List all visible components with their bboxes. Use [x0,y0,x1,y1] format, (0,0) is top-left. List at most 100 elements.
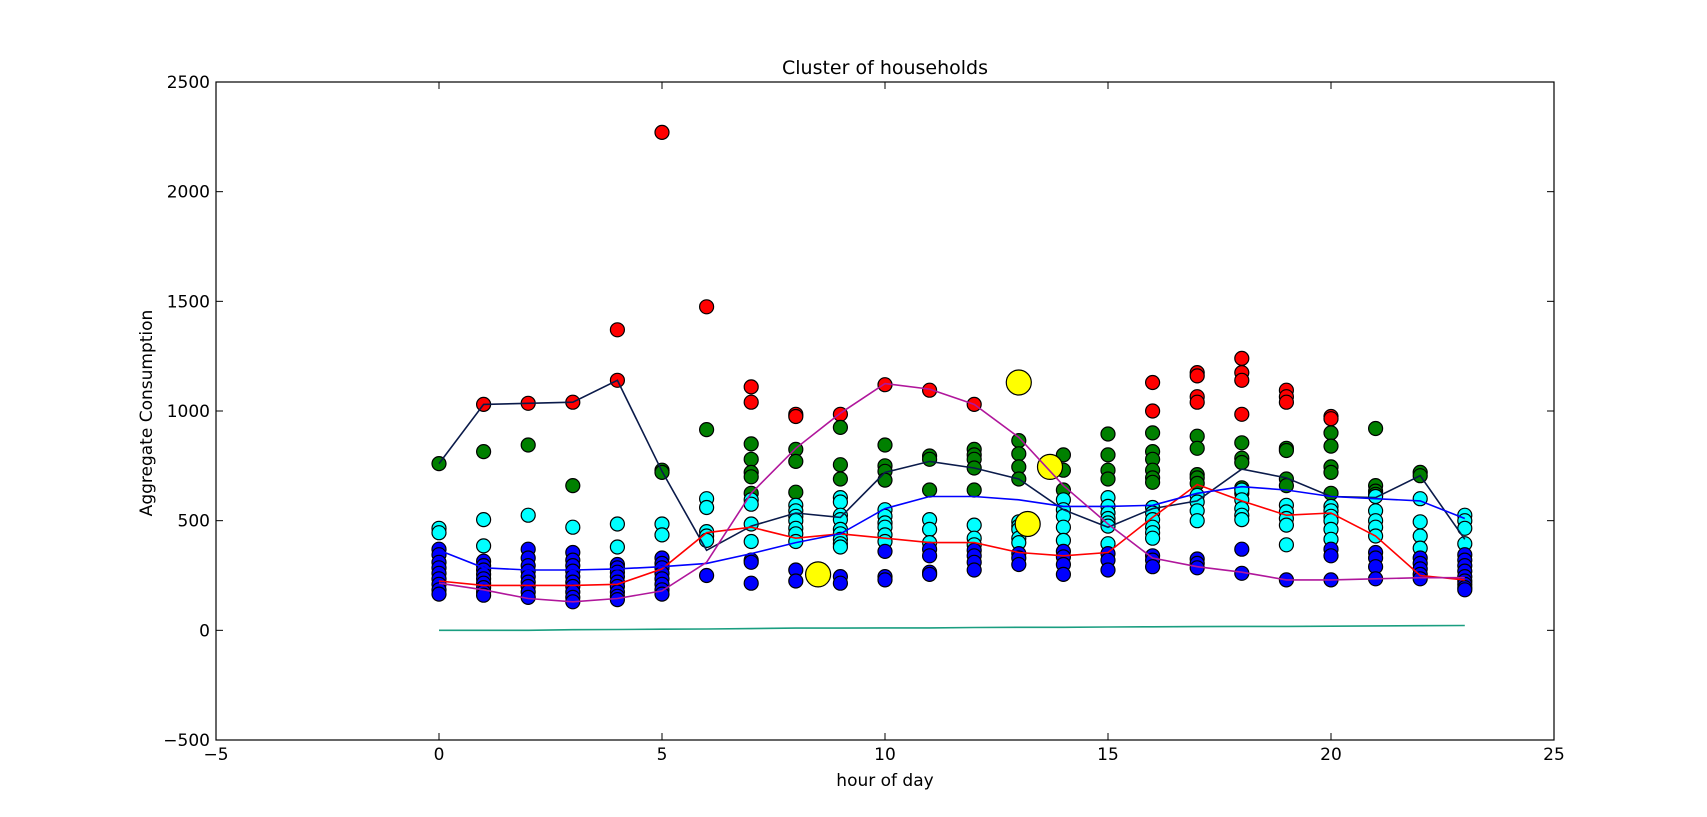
data-point [1189,368,1205,384]
data-point [476,444,492,460]
data-point [743,379,759,395]
series-line [438,379,1466,552]
data-point [1234,372,1250,388]
data-point [743,554,759,570]
data-point [1144,403,1161,419]
data-point [1412,571,1428,587]
data-point [921,521,938,538]
y-tick-label: 1000 [167,402,210,422]
data-point [832,539,849,555]
data-point [877,543,893,560]
y-tick-label: 2500 [167,73,210,93]
data-point [743,496,759,512]
data-point [1011,446,1027,462]
data-point [1234,511,1250,528]
data-point [698,299,715,315]
x-tick-label: 0 [434,745,445,765]
data-point [1234,454,1250,471]
data-point [1100,447,1116,463]
data-point [1100,471,1116,487]
data-point [1100,518,1116,534]
data-point [1036,453,1064,480]
data-point [1100,562,1116,578]
data-point [1144,425,1161,441]
data-point [921,548,938,564]
data-point [1323,485,1339,501]
series-line [438,483,1465,587]
data-point [520,437,536,453]
x-tick-label: 15 [1097,745,1119,765]
data-point [743,575,759,591]
data-point [1005,369,1032,396]
data-point [1278,442,1295,459]
data-point [832,575,849,591]
data-point [921,451,938,467]
data-point [877,437,893,453]
x-tick-label: −5 [203,745,228,765]
data-point [1323,438,1339,454]
x-tick-label: 5 [657,745,668,765]
data-point [1011,556,1027,573]
data-point [1323,425,1339,441]
data-point [654,527,670,543]
data-point [877,472,893,488]
data-point [565,478,581,494]
data-point [698,567,715,584]
data-point [743,436,759,452]
data-point [966,517,982,533]
x-tick-label: 10 [874,745,896,765]
x-tick-label: 20 [1320,745,1342,765]
data-point [832,471,849,487]
data-point [877,572,893,588]
data-point [1278,394,1295,410]
data-point [743,451,759,467]
data-point [1144,530,1161,546]
data-point [1234,406,1250,422]
data-point [743,533,759,550]
plot-frame [215,81,1555,741]
data-point [476,587,492,603]
data-point [1367,488,1384,505]
series-line [438,485,1466,571]
plot-area [431,124,1473,632]
data-point [788,484,804,500]
data-point [743,394,759,410]
y-tick-label: 500 [178,512,210,532]
y-tick-label: 2000 [167,183,210,203]
x-tick-label: 25 [1543,745,1565,765]
data-point [1234,435,1250,451]
data-point [476,538,492,554]
y-tick-label: 0 [199,621,210,641]
data-point [1323,548,1339,564]
data-point [431,586,447,602]
data-point [1234,541,1250,557]
data-point [565,519,581,535]
data-point [921,382,938,398]
data-point [1457,582,1473,598]
data-point [431,525,447,541]
data-point [921,482,938,498]
data-point [1014,510,1041,538]
data-point [1144,374,1161,391]
data-point [1189,394,1205,410]
data-point [609,322,626,338]
data-point [832,494,849,510]
chart-title: Cluster of households [782,57,988,79]
y-axis-label: Aggregate Consumption [137,310,157,517]
data-point [788,453,804,469]
data-point [1278,517,1295,533]
data-point [1189,513,1205,529]
data-point [832,457,849,473]
data-point [966,562,982,578]
data-point [1323,411,1339,427]
data-point [520,507,536,523]
data-point [804,561,832,588]
data-point [1367,420,1384,437]
data-point [921,566,938,583]
data-point [1055,566,1072,583]
axes: −5 0 5 10 15 20 25 −500 0 500 1000 1500 2000 2500 [163,73,1565,765]
series-line [439,624,1465,632]
data-point [1144,474,1161,490]
data-point [609,516,626,532]
